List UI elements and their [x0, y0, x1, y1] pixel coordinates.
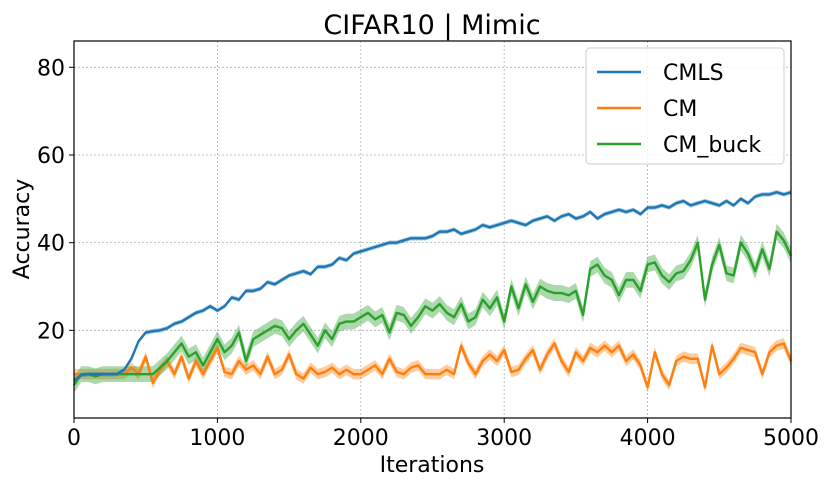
x-tick-label: 1000 [189, 426, 245, 451]
x-tick-label: 3000 [476, 426, 532, 451]
chart-title: CIFAR10 | Mimic [323, 10, 540, 41]
plot-frame [73, 40, 792, 419]
y-axis-label: Accuracy [10, 179, 35, 279]
y-tick-label: 20 [37, 319, 65, 344]
x-axis-label: Iterations [380, 453, 485, 478]
x-tick-label: 4000 [620, 426, 676, 451]
x-axis: 0 1000 2000 3000 4000 5000 [67, 418, 819, 451]
y-axis: 20 40 60 80 [37, 56, 74, 344]
legend: CMLS CM CM_buck [585, 47, 785, 165]
error-bands [74, 190, 791, 394]
y-tick-label: 80 [37, 56, 65, 81]
x-tick-label: 5000 [763, 426, 819, 451]
legend-label: CM [663, 97, 697, 122]
y-tick-label: 40 [37, 232, 65, 257]
series-lines [72, 191, 793, 389]
legend-label: CMLS [663, 61, 724, 86]
cmls-line [73, 191, 792, 382]
cm-buck-band [74, 223, 791, 394]
x-tick-label: 2000 [333, 426, 389, 451]
cm-buck-line [72, 230, 793, 386]
legend-label: CM_buck [663, 133, 761, 158]
y-tick-label: 60 [37, 144, 65, 169]
cm-line [74, 342, 793, 389]
x-tick-label: 0 [67, 426, 81, 451]
legend-box [585, 47, 785, 165]
